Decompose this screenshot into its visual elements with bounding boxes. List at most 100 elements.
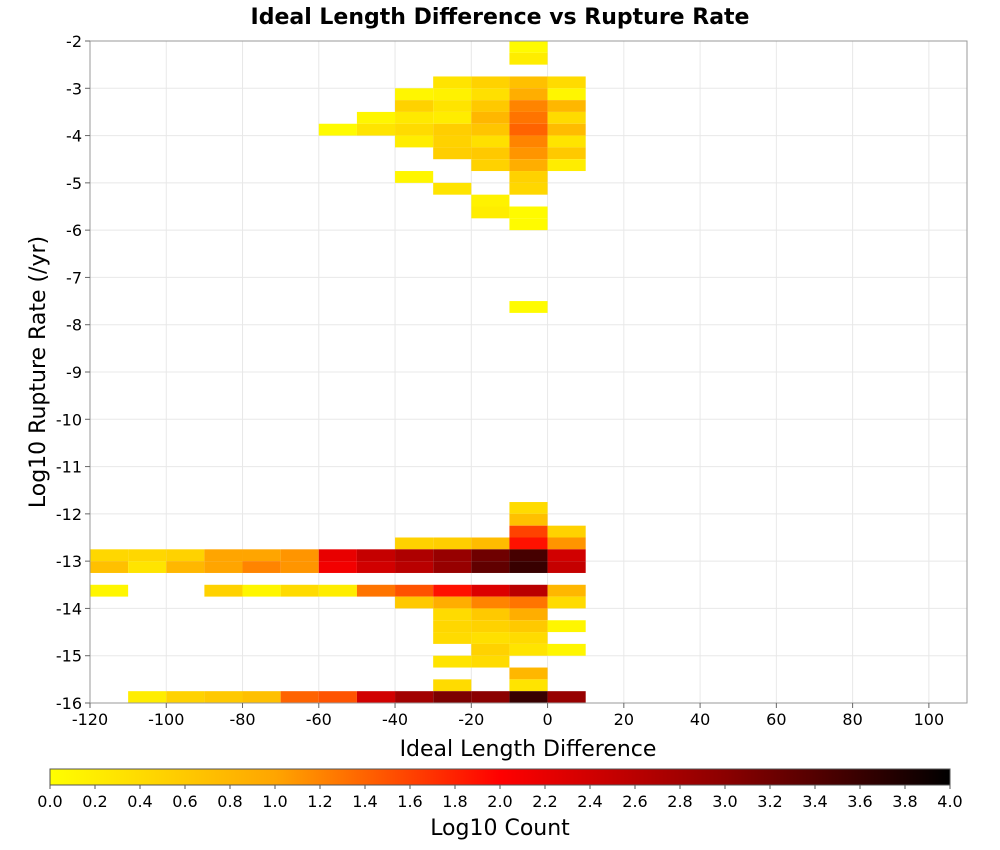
heatmap-cell — [395, 596, 434, 609]
heatmap-cell — [471, 655, 510, 668]
y-tick-label: -3 — [66, 79, 82, 98]
heatmap-cell — [509, 596, 548, 609]
colorbar-ticks: 0.0 0.2 0.4 0.6 0.8 1.0 1.2 1.4 1.6 1.8 2.0 2.2 2.4 2… — [37, 785, 963, 811]
heatmap-cell — [547, 76, 586, 89]
heatmap-cell — [509, 135, 548, 148]
heatmap-cell — [509, 88, 548, 101]
heatmap-cell — [509, 608, 548, 621]
heatmap-cell — [433, 182, 472, 195]
x-tick-label: -60 — [306, 710, 332, 729]
heatmap-cell — [318, 561, 357, 573]
heatmap-cell — [471, 194, 510, 207]
y-axis-ticks: -2 -3 -4 -5 -6 -7 -8 -9 -10 -11 -12 -13 -14 -15 -16 — [56, 32, 90, 713]
heatmap-cell — [471, 561, 510, 573]
x-tick-label: 80 — [842, 710, 862, 729]
heatmap-cell — [433, 679, 472, 692]
y-tick-label: -6 — [66, 221, 82, 240]
heatmap-cell — [471, 632, 510, 644]
heatmap-cell — [395, 549, 434, 562]
heatmap-cell — [318, 123, 357, 136]
heatmap-cell — [433, 632, 472, 644]
x-tick-label: -40 — [382, 710, 408, 729]
colorbar-tick-label: 0.2 — [82, 792, 107, 811]
heatmap-cell — [509, 549, 548, 562]
heatmap-cell — [471, 691, 510, 703]
heatmap-cell — [547, 135, 586, 148]
heatmap-cell — [395, 135, 434, 148]
heatmap-cell — [547, 561, 586, 573]
heatmap-cells — [90, 41, 586, 703]
heatmap-cell — [547, 537, 586, 550]
heatmap-cell — [433, 88, 472, 101]
heatmap-cell — [471, 111, 510, 124]
heatmap-cell — [433, 111, 472, 124]
heatmap-cell — [509, 561, 548, 573]
heatmap-cell — [509, 502, 548, 514]
heatmap-cell — [547, 525, 586, 538]
heatmap-cell — [509, 123, 548, 136]
heatmap-cell — [471, 147, 510, 160]
heatmap-cell — [242, 584, 281, 597]
y-tick-label: -9 — [66, 363, 82, 382]
heatmap-cell — [433, 135, 472, 148]
heatmap-cell — [509, 52, 548, 65]
heatmap-cell — [318, 549, 357, 562]
colorbar-tick-label: 4.0 — [937, 792, 962, 811]
heatmap-cell — [395, 111, 434, 124]
x-tick-label: 20 — [614, 710, 634, 729]
heatmap-cell — [547, 584, 586, 597]
x-axis-ticks: -120 -100 -80 -60 -40 -20 0 20 40 60 80 100 — [72, 703, 944, 729]
y-tick-label: -10 — [56, 410, 82, 429]
x-tick-label: -80 — [229, 710, 255, 729]
heatmap-cell — [433, 620, 472, 633]
heatmap-cell — [318, 691, 357, 703]
heatmap-cell — [280, 549, 319, 562]
heatmap-cell — [356, 111, 396, 124]
x-tick-label: -100 — [148, 710, 184, 729]
heatmap-cell — [166, 691, 205, 703]
heatmap-cell — [242, 549, 281, 562]
heatmap-cell — [471, 643, 510, 656]
heatmap-cell — [471, 537, 510, 550]
y-tick-label: -4 — [66, 127, 82, 146]
heatmap-cell — [509, 147, 548, 160]
heatmap-cell — [509, 159, 548, 172]
y-tick-label: -16 — [56, 694, 82, 713]
heatmap-cell — [547, 111, 586, 124]
heatmap-cell — [395, 171, 434, 183]
heatmap-cell — [547, 643, 586, 656]
heatmap-cell — [204, 691, 243, 703]
x-tick-label: 60 — [766, 710, 786, 729]
heatmap-cell — [471, 159, 510, 172]
heatmap-cell — [471, 549, 510, 562]
heatmap-cell — [547, 691, 586, 703]
heatmap-cell — [509, 679, 548, 692]
chart-title: Ideal Length Difference vs Rupture Rate — [251, 5, 750, 30]
heatmap-cell — [433, 691, 472, 703]
heatmap-cell — [204, 561, 243, 573]
colorbar-tick-label: 2.6 — [622, 792, 647, 811]
heatmap-cell — [471, 584, 510, 597]
heatmap-cell — [128, 691, 167, 703]
colorbar-tick-label: 1.8 — [442, 792, 467, 811]
heatmap-cell — [547, 620, 586, 633]
x-tick-label: 40 — [690, 710, 710, 729]
heatmap-cell — [471, 620, 510, 633]
heatmap-cell — [433, 561, 472, 573]
heatmap-cell — [509, 206, 548, 219]
heatmap-cell — [471, 76, 510, 89]
colorbar-tick-label: 3.2 — [757, 792, 782, 811]
heatmap-cell — [547, 549, 586, 562]
heatmap-cell — [547, 100, 586, 112]
heatmap-cell — [433, 123, 472, 136]
heatmap-cell — [204, 584, 243, 597]
colorbar-tick-label: 3.4 — [802, 792, 827, 811]
heatmap-cell — [509, 537, 548, 550]
heatmap-cell — [395, 100, 434, 112]
heatmap-cell — [509, 513, 548, 526]
y-tick-label: -11 — [56, 458, 82, 477]
colorbar-tick-label: 1.2 — [307, 792, 332, 811]
heatmap-cell — [509, 643, 548, 656]
colorbar-tick-label: 0.0 — [37, 792, 62, 811]
heatmap-cell — [509, 76, 548, 89]
